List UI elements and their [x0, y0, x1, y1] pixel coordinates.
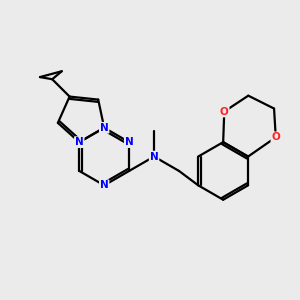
Text: N: N [75, 137, 84, 147]
Text: O: O [272, 132, 280, 142]
Text: N: N [100, 123, 109, 133]
Text: N: N [150, 152, 158, 161]
Text: N: N [125, 137, 134, 147]
Text: N: N [100, 180, 109, 190]
Text: O: O [220, 106, 229, 116]
